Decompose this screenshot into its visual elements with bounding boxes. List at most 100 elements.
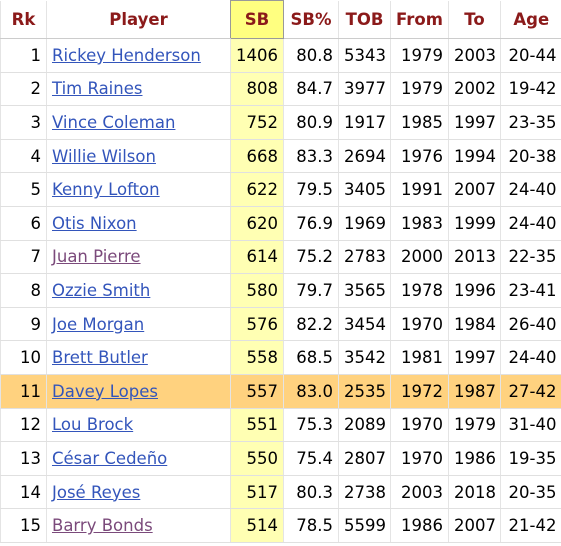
- table-cell: 83.3: [283, 139, 339, 174]
- table-cell: 1976: [390, 139, 449, 174]
- table-cell: 2002: [448, 72, 501, 107]
- table-cell: 83.0: [283, 374, 339, 409]
- table-cell: 78.5: [283, 508, 339, 543]
- player-cell: Tim Raines: [46, 72, 231, 107]
- player-cell: Otis Nixon: [46, 206, 231, 241]
- player-cell: José Reyes: [46, 475, 231, 510]
- player-cell: Willie Wilson: [46, 139, 231, 174]
- player-link[interactable]: Juan Pierre: [52, 247, 141, 267]
- player-link[interactable]: Vince Coleman: [52, 112, 176, 132]
- table-row: 5 Kenny Lofton 622 79.5 3405 1991 2007 24-40: [0, 172, 561, 207]
- player-cell: Vince Coleman: [46, 105, 231, 140]
- table-row: 14 José Reyes 517 80.3 2738 2003 2018 20-35: [0, 475, 561, 510]
- table-cell: 1986: [390, 508, 449, 543]
- table-cell: 20-35: [500, 475, 561, 510]
- table-cell: 23-41: [500, 273, 561, 308]
- table-cell: 1979: [448, 408, 501, 443]
- table-cell: 24-40: [500, 340, 561, 375]
- table-cell: 23-35: [500, 105, 561, 140]
- player-cell: César Cedeño: [46, 441, 231, 476]
- player-link[interactable]: Joe Morgan: [52, 314, 145, 334]
- table-cell: 550: [230, 441, 284, 476]
- table-cell: 80.8: [283, 38, 339, 73]
- table-cell: 8: [0, 273, 47, 308]
- table-cell: 2089: [338, 408, 391, 443]
- player-link[interactable]: César Cedeño: [52, 448, 168, 468]
- table-cell: 5: [0, 172, 47, 207]
- table-cell: 4: [0, 139, 47, 174]
- table-cell: 3: [0, 105, 47, 140]
- table-cell: 27-42: [500, 374, 561, 409]
- table-cell: 1970: [390, 408, 449, 443]
- player-link[interactable]: Lou Brock: [52, 415, 134, 435]
- table-cell: 80.3: [283, 475, 339, 510]
- column-header[interactable]: To: [448, 0, 501, 39]
- table-cell: 82.2: [283, 307, 339, 342]
- table-cell: 24-40: [500, 206, 561, 241]
- table-row: 8 Ozzie Smith 580 79.7 3565 1978 1996 23-41: [0, 273, 561, 308]
- table-cell: 1997: [448, 340, 501, 375]
- table-cell: 14: [0, 475, 47, 510]
- player-link[interactable]: Ozzie Smith: [52, 280, 151, 300]
- table-cell: 1: [0, 38, 47, 73]
- table-cell: 1987: [448, 374, 501, 409]
- table-cell: 3542: [338, 340, 391, 375]
- player-link[interactable]: Willie Wilson: [52, 146, 156, 166]
- table-row: 13 César Cedeño 550 75.4 2807 1970 1986 19-35: [0, 441, 561, 476]
- column-header[interactable]: TOB: [338, 0, 391, 39]
- table-row: 9 Joe Morgan 576 82.2 3454 1970 1984 26-40: [0, 307, 561, 342]
- player-link[interactable]: Davey Lopes: [52, 381, 158, 401]
- player-link[interactable]: Barry Bonds: [52, 516, 153, 536]
- table-cell: 2783: [338, 240, 391, 275]
- player-link[interactable]: Brett Butler: [52, 348, 148, 368]
- column-header[interactable]: SB%: [283, 0, 339, 39]
- player-cell: Ozzie Smith: [46, 273, 231, 308]
- table-cell: 558: [230, 340, 284, 375]
- table-cell: 514: [230, 508, 284, 543]
- table-cell: 12: [0, 408, 47, 443]
- player-cell: Joe Morgan: [46, 307, 231, 342]
- table-cell: 2007: [448, 508, 501, 543]
- table-cell: 1984: [448, 307, 501, 342]
- table-cell: 1978: [390, 273, 449, 308]
- column-header[interactable]: SB: [230, 0, 284, 39]
- table-cell: 1979: [390, 72, 449, 107]
- table-cell: 68.5: [283, 340, 339, 375]
- player-link[interactable]: Kenny Lofton: [52, 180, 160, 200]
- player-cell: Kenny Lofton: [46, 172, 231, 207]
- table-cell: 1997: [448, 105, 501, 140]
- table-cell: 1979: [390, 38, 449, 73]
- table-cell: 3405: [338, 172, 391, 207]
- player-link[interactable]: José Reyes: [52, 482, 141, 502]
- player-link[interactable]: Tim Raines: [52, 79, 143, 99]
- column-header[interactable]: From: [390, 0, 449, 39]
- table-cell: 13: [0, 441, 47, 476]
- table-cell: 557: [230, 374, 284, 409]
- table-cell: 19-42: [500, 72, 561, 107]
- table-cell: 11: [0, 374, 47, 409]
- table-row: 10 Brett Butler 558 68.5 3542 1981 1997 24-40: [0, 340, 561, 375]
- table-cell: 21-42: [500, 508, 561, 543]
- table-row: 7 Juan Pierre 614 75.2 2783 2000 2013 22-35: [0, 240, 561, 275]
- column-header[interactable]: Player: [46, 0, 231, 39]
- player-link[interactable]: Rickey Henderson: [52, 45, 201, 65]
- table-cell: 517: [230, 475, 284, 510]
- table-cell: 15: [0, 508, 47, 543]
- table-cell: 80.9: [283, 105, 339, 140]
- table-cell: 20-44: [500, 38, 561, 73]
- table-cell: 22-35: [500, 240, 561, 275]
- table-cell: 1970: [390, 307, 449, 342]
- table-cell: 1985: [390, 105, 449, 140]
- column-header[interactable]: Age: [500, 0, 561, 39]
- player-cell: Rickey Henderson: [46, 38, 231, 73]
- column-header[interactable]: Rk: [0, 0, 47, 39]
- table-cell: 31-40: [500, 408, 561, 443]
- table-cell: 3977: [338, 72, 391, 107]
- table-row: 6 Otis Nixon 620 76.9 1969 1983 1999 24-40: [0, 206, 561, 241]
- header-row: Rk Player SB SB% TOB From To Age: [0, 0, 561, 39]
- table-cell: 5599: [338, 508, 391, 543]
- table-cell: 75.4: [283, 441, 339, 476]
- player-link[interactable]: Otis Nixon: [52, 213, 137, 233]
- table-cell: 79.7: [283, 273, 339, 308]
- table-cell: 622: [230, 172, 284, 207]
